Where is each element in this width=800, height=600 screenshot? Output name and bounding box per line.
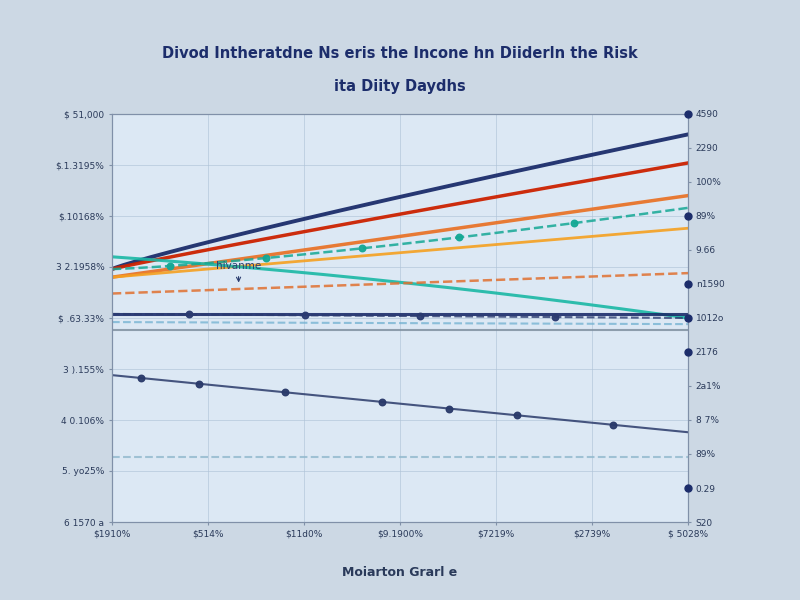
Point (442, 404, 455, 413)
Point (414, 311, 426, 321)
Text: hivanme: hivanme (216, 261, 261, 281)
Point (549, 312, 562, 322)
Point (260, 253, 273, 263)
Point (182, 310, 195, 319)
Point (279, 388, 292, 397)
Point (452, 233, 465, 242)
Point (298, 310, 311, 320)
Point (568, 218, 581, 228)
Point (510, 410, 523, 420)
Point (134, 373, 147, 383)
Point (375, 397, 388, 407)
Point (356, 244, 369, 253)
Point (192, 379, 205, 389)
Point (163, 261, 176, 271)
Text: Moiarton Grarl e: Moiarton Grarl e (342, 566, 458, 580)
Point (606, 420, 619, 430)
Text: ita Diity Daydhs: ita Diity Daydhs (334, 79, 466, 94)
Text: Divod Intheratdne Ns eris the Incone hn Diiderln the Risk: Divod Intheratdne Ns eris the Incone hn … (162, 46, 638, 61)
